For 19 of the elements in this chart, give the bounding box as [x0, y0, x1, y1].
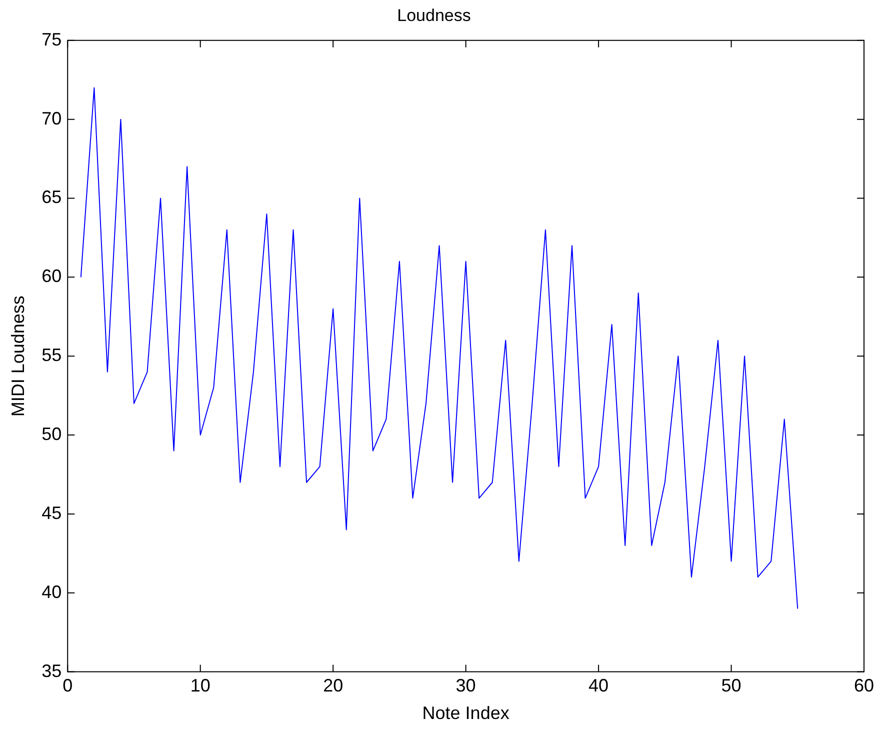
x-tick-label: 40: [588, 676, 609, 696]
x-tick-label: 60: [854, 676, 874, 696]
y-tick-label: 75: [42, 29, 62, 50]
y-tick-label: 50: [42, 424, 62, 444]
x-tick-label: 30: [456, 676, 476, 696]
x-tick-label: 0: [62, 676, 73, 696]
y-tick-label: 70: [42, 108, 62, 128]
y-tick-label: 40: [42, 582, 62, 602]
x-tick-label: 20: [323, 676, 344, 696]
y-tick-label: 55: [42, 345, 62, 366]
y-tick-label: 60: [42, 266, 62, 286]
chart-title: Loudness: [397, 6, 471, 25]
y-tick-label: 65: [42, 187, 62, 208]
y-tick-label: 35: [42, 660, 62, 681]
x-tick-label: 50: [721, 676, 742, 696]
y-tick-label: 45: [42, 502, 62, 523]
x-axis-title: Note Index: [422, 703, 510, 724]
y-axis-title: MIDI Loudness: [8, 296, 28, 417]
x-tick-label: 10: [190, 676, 210, 696]
